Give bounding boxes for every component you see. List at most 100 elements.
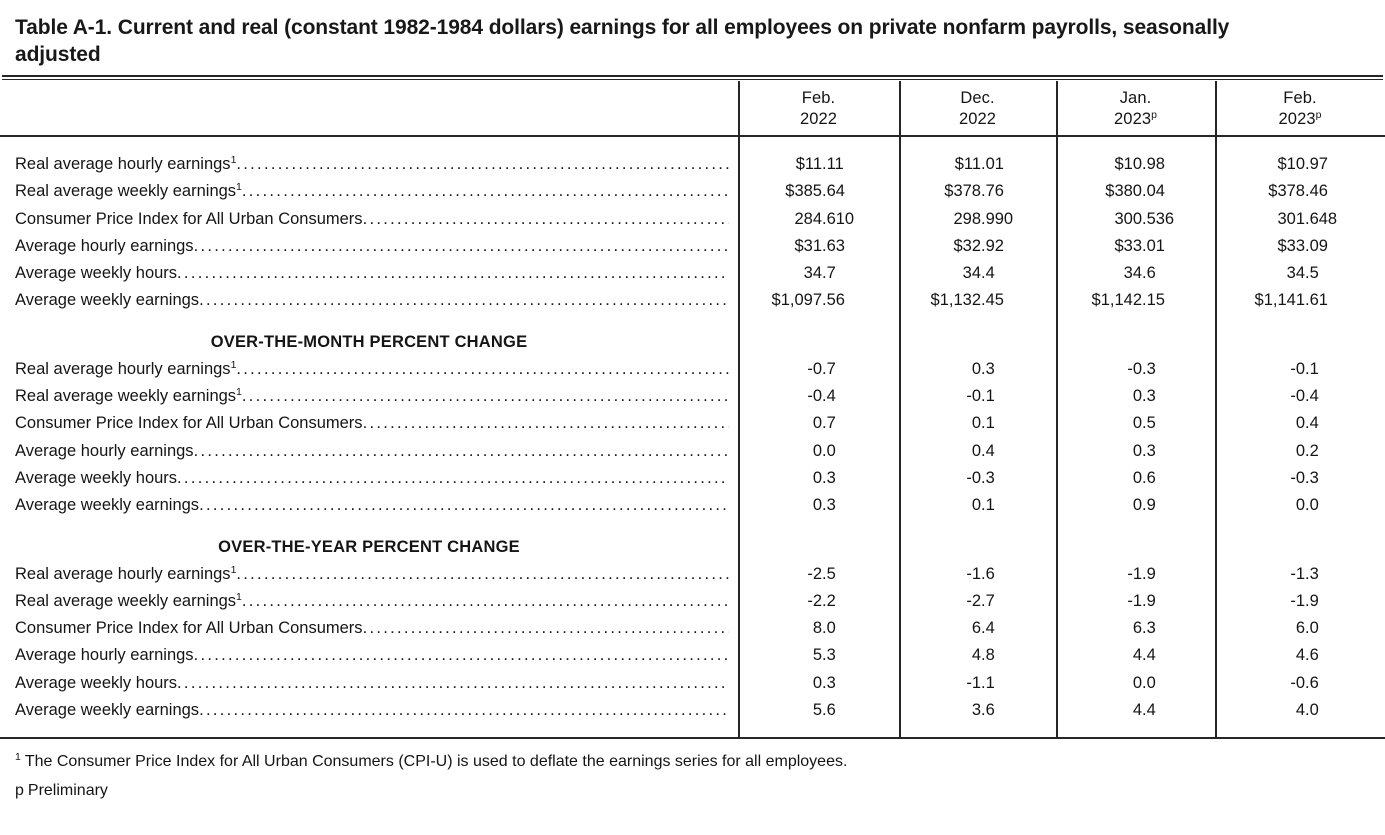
value-int: -0 — [1290, 673, 1305, 692]
value-frac: .3 — [822, 468, 836, 487]
value-frac: .3 — [822, 646, 836, 665]
value-frac: .3 — [1305, 564, 1319, 583]
value-cell: $10.98 — [1056, 151, 1215, 178]
value-int: -1 — [1290, 564, 1305, 583]
row-label-footnote-sup: 1 — [236, 181, 242, 194]
value-cell: 4.0 — [1215, 697, 1385, 724]
row-label-text: Real average weekly earnings — [15, 387, 237, 406]
value-cell: 0.3 — [738, 670, 899, 697]
value-int: 298 — [953, 209, 981, 228]
value-cell: 0.3 — [1056, 383, 1215, 410]
dot-leader — [177, 260, 729, 287]
value-frac: .4 — [1305, 414, 1319, 433]
value-cell: 6.3 — [1056, 615, 1215, 642]
value-cell: 4.6 — [1215, 642, 1385, 669]
value-int: $32 — [953, 236, 981, 255]
value-int: $378 — [1268, 182, 1305, 201]
value-cell: -1.1 — [899, 670, 1056, 697]
row-label-text: Consumer Price Index for All Urban Consu… — [15, 209, 363, 228]
value-int: -2 — [966, 591, 981, 610]
row-label: Real average hourly earnings 1 — [0, 151, 738, 178]
column-header-sup: p — [1151, 109, 1157, 121]
table-row: Average hourly earnings 0.0 0.4 0.3 0.2 — [0, 438, 1385, 465]
value-frac: .9 — [1142, 591, 1156, 610]
value-int: 0 — [812, 468, 822, 487]
value-frac: .1 — [981, 496, 995, 515]
earnings-table: Feb. 2022 Dec. 2022 Jan. 2023p Feb. 2023… — [0, 81, 1385, 739]
value-cell: $1,142.15 — [1056, 287, 1215, 314]
row-label: Consumer Price Index for All Urban Consu… — [0, 410, 738, 437]
value-cell: $33.01 — [1056, 233, 1215, 260]
column-separator — [738, 81, 740, 737]
value-frac: .2 — [1305, 441, 1319, 460]
value-frac: .4 — [1305, 387, 1319, 406]
value-frac: .6 — [1305, 673, 1319, 692]
value-int: -0 — [1127, 359, 1142, 378]
row-label: Average weekly hours — [0, 670, 738, 697]
value-cell: -0.7 — [738, 356, 899, 383]
value-cell: 6.4 — [899, 615, 1056, 642]
value-int: $33 — [1114, 236, 1142, 255]
value-frac: .4 — [981, 619, 995, 638]
row-label-text: Average hourly earnings — [15, 646, 194, 665]
value-cell: 0.3 — [738, 465, 899, 492]
row-label-text: Consumer Price Index for All Urban Consu… — [15, 619, 363, 638]
value-int: 8 — [812, 619, 822, 638]
value-cell: -0.3 — [899, 465, 1056, 492]
value-cell: 0.6 — [1056, 465, 1215, 492]
value-int: -1 — [1127, 591, 1142, 610]
value-frac: .4 — [1142, 646, 1156, 665]
value-cell: -0.4 — [1215, 383, 1385, 410]
value-int: 0 — [812, 441, 822, 460]
value-int: 284 — [794, 209, 822, 228]
row-label-text: Real average hourly earnings — [15, 564, 231, 583]
row-label: Real average weekly earnings 1 — [0, 588, 738, 615]
value-cell: 0.4 — [1215, 410, 1385, 437]
value-cell: 284.610 — [738, 206, 899, 233]
value-int: 0 — [812, 414, 822, 433]
footnote-marker: 1 — [15, 751, 21, 763]
value-int: $1,097 — [771, 291, 822, 310]
value-int: 0 — [971, 359, 981, 378]
value-int: 4 — [971, 646, 981, 665]
column-header-year: 2023 — [1278, 110, 1316, 128]
value-int: 5 — [812, 646, 822, 665]
row-label: Real average hourly earnings 1 — [0, 356, 738, 383]
value-frac: .3 — [1142, 619, 1156, 638]
row-label-text: Average weekly hours — [15, 468, 178, 487]
value-cell: $33.09 — [1215, 233, 1385, 260]
value-int: 0 — [1132, 441, 1142, 460]
value-int: 0 — [812, 673, 822, 692]
value-cell: 0.1 — [899, 492, 1056, 519]
dot-leader — [199, 492, 729, 519]
dot-leader — [194, 438, 729, 465]
value-frac: .3 — [981, 468, 995, 487]
dot-leader — [236, 356, 729, 383]
value-int: $1,132 — [930, 291, 981, 310]
dot-leader — [363, 410, 729, 437]
row-label-text: Real average hourly earnings — [15, 155, 231, 173]
dot-leader — [242, 383, 729, 410]
value-int: -0 — [807, 359, 822, 378]
value-int: 4 — [1295, 701, 1305, 720]
value-cell: $1,097.56 — [738, 287, 899, 314]
value-int: -0 — [1290, 387, 1305, 406]
value-frac: .536 — [1142, 209, 1175, 228]
value-frac: .61 — [1305, 291, 1328, 310]
column-separator — [1215, 81, 1217, 737]
value-int: 0 — [812, 496, 822, 515]
value-cell: 0.9 — [1056, 492, 1215, 519]
dot-leader — [363, 206, 729, 233]
column-separator — [899, 81, 901, 737]
value-int: $11 — [954, 155, 981, 173]
value-cell: 301.648 — [1215, 206, 1385, 233]
value-frac: .4 — [1142, 701, 1156, 720]
value-cell: 0.0 — [738, 438, 899, 465]
value-int: $31 — [794, 236, 822, 255]
row-label-text: Real average weekly earnings — [15, 182, 237, 201]
value-frac: .97 — [1305, 155, 1328, 173]
value-frac: .45 — [981, 291, 1004, 310]
value-int: 0 — [971, 414, 981, 433]
